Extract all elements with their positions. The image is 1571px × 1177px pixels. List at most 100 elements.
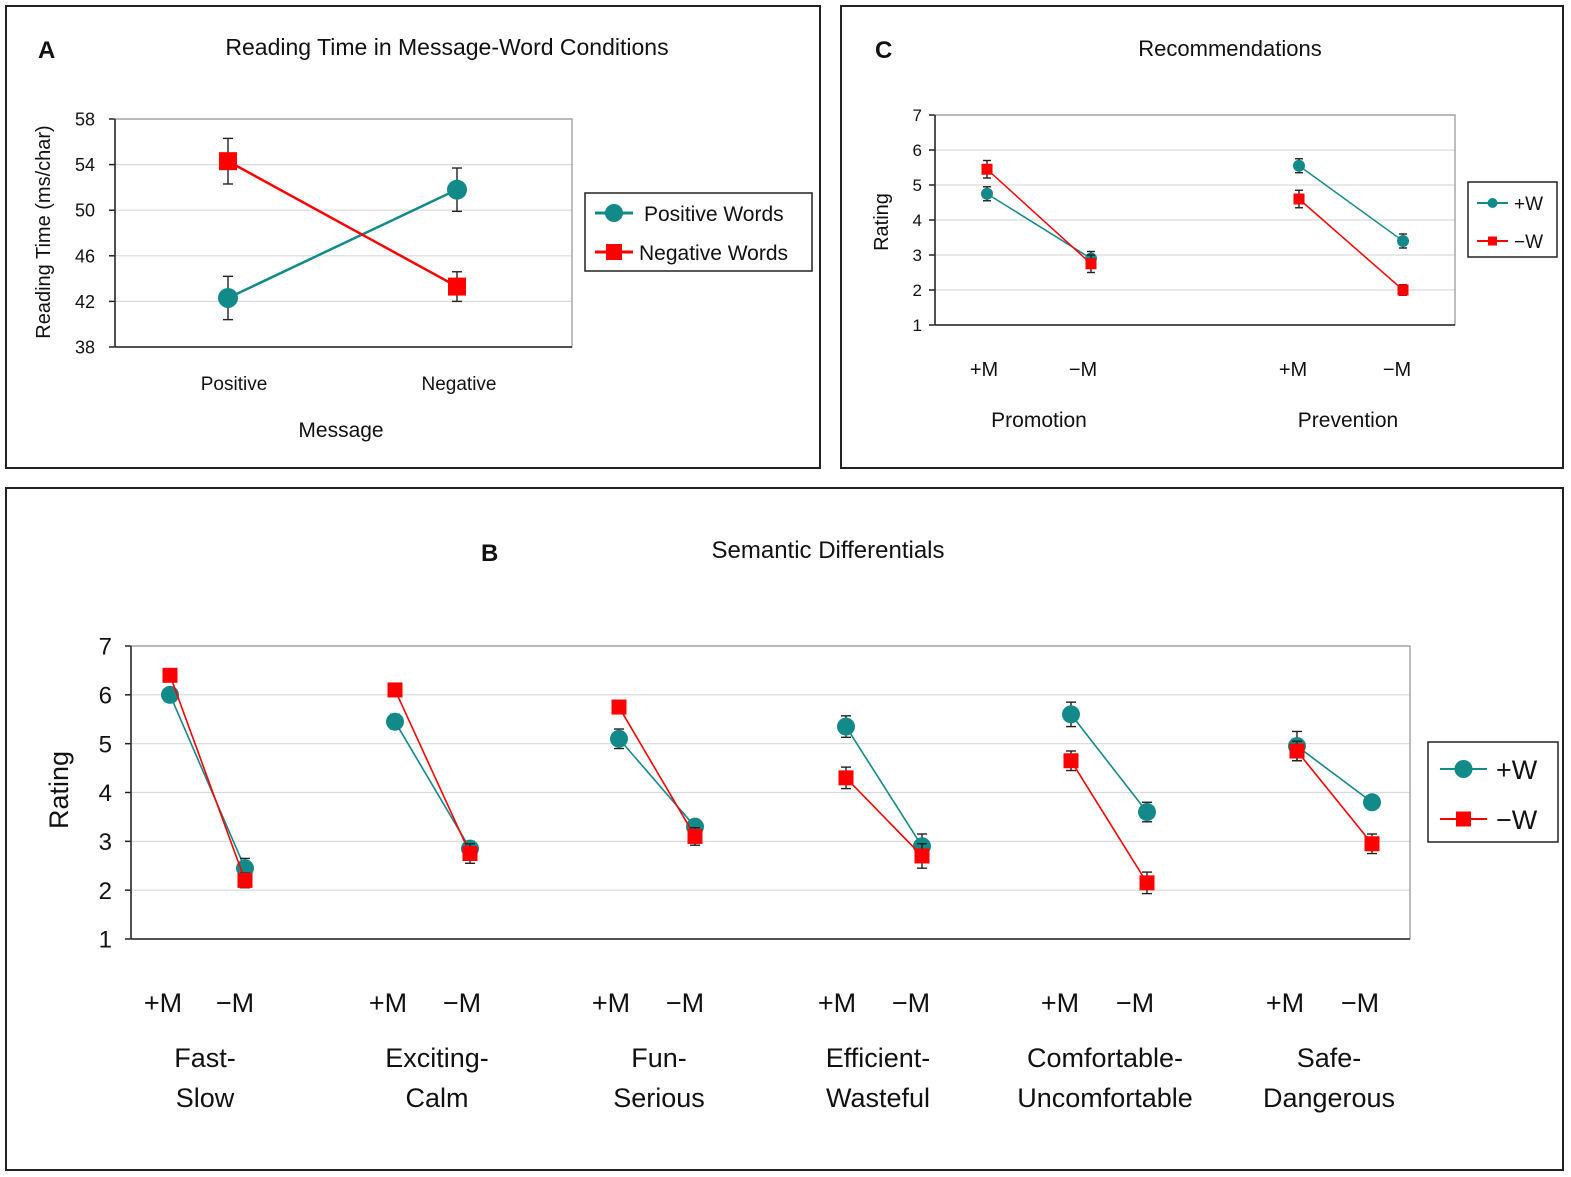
chart-b-group-label: Fast-: [174, 1043, 236, 1073]
chart-c-group-label: Promotion: [991, 409, 1087, 432]
chart-b-group-label: Serious: [613, 1083, 705, 1113]
chart-b-xtick: −M: [1341, 988, 1379, 1018]
chart-a-legend-label: Negative Words: [639, 242, 788, 265]
chart-b-legend: +W −W: [1427, 741, 1559, 843]
chart-b-point: [837, 717, 855, 736]
chart-b-xtick: −M: [216, 988, 254, 1018]
chart-c-ytick-label: 3: [913, 246, 922, 265]
chart-b-xtick: −M: [443, 988, 481, 1018]
panel-c: [840, 5, 1564, 469]
chart-a-legend-label: Positive Words: [644, 203, 784, 226]
chart-b-xtick: −M: [1116, 988, 1154, 1018]
chart-b-point: [1363, 793, 1381, 812]
chart-a-ytick-label: 38: [75, 337, 95, 357]
chart-b-group-label: Calm: [405, 1083, 468, 1113]
chart-b-series-line: [1070, 760, 1148, 884]
chart-b-series-line: [169, 694, 246, 869]
chart-b-xtick: +M: [592, 988, 630, 1018]
chart-c-point: [981, 163, 993, 175]
chart-c-ytick-label: 6: [913, 141, 922, 160]
chart-c-ytick-label: 5: [913, 176, 922, 195]
chart-b-series-line: [618, 738, 696, 828]
chart-c-point: [1397, 235, 1409, 247]
chart-b-legend-label: −W: [1496, 805, 1538, 835]
chart-c-group-label: Prevention: [1298, 409, 1398, 432]
chart-a-point: [447, 179, 467, 200]
chart-b-point: [1289, 743, 1305, 759]
chart-a-legend-box: [584, 192, 813, 272]
chart-b-group-label: Fun-: [631, 1043, 687, 1073]
chart-b-ytick-label: 1: [99, 927, 112, 954]
chart-c-point: [1293, 159, 1305, 172]
chart-a-ytick-label: 42: [75, 292, 95, 312]
chart-c: C Recommendations Rating +M −M +M −M Pro…: [871, 36, 1558, 432]
panel-letter-c: C: [875, 37, 892, 64]
chart-c-ytick-label: 4: [913, 211, 922, 230]
chart-c-legend-label: +W: [1514, 194, 1543, 215]
chart-b-xtick: −M: [892, 988, 930, 1018]
chart-a-series-line: [227, 188, 458, 300]
chart-a-point: [448, 277, 466, 296]
chart-c-point: [1397, 284, 1409, 296]
chart-b-series-line: [394, 689, 471, 854]
chart-b-series-line: [845, 777, 923, 857]
chart-b-ytick-label: 7: [99, 634, 112, 661]
chart-b-series-line: [1070, 713, 1148, 813]
chart-b-point: [161, 685, 179, 704]
chart-b-legend-marker: [1454, 760, 1473, 778]
chart-b-point: [162, 667, 178, 683]
chart-b-point: [1364, 836, 1380, 852]
chart-b-group-label: Comfortable-: [1027, 1043, 1183, 1073]
chart-b-series-line: [169, 675, 246, 881]
chart-a-series-line: [227, 160, 458, 288]
chart-marks: 38 42 46 50 54 58 1 2 3 4 5 6 7 1 2 3 4 5 6 7 +M −M +M −M +M −M +M…: [75, 106, 1508, 1113]
chart-b-xtick: +M: [144, 988, 182, 1018]
chart-b-legend-marker: [1456, 811, 1471, 827]
chart-c-xtick: −M: [1069, 359, 1097, 381]
chart-b-series-line: [845, 726, 923, 847]
chart-a-legend: Positive Words Negative Words: [584, 192, 813, 272]
panel-letter-a: A: [38, 37, 55, 64]
chart-a-xtick: Positive: [201, 374, 268, 395]
chart-a-title: Reading Time in Message-Word Conditions: [225, 34, 668, 60]
chart-a-plot-area: [114, 118, 573, 348]
chart-a-point: [219, 152, 237, 171]
chart-a: A Reading Time in Message-Word Condition…: [33, 34, 813, 442]
chart-c-series-line: [1298, 165, 1404, 242]
chart-b-xtick: +M: [818, 988, 856, 1018]
chart-b-point: [838, 770, 854, 786]
chart-a-ytick-label: 58: [75, 109, 95, 129]
chart-b-series-line: [1296, 745, 1373, 803]
chart-c-xtick: −M: [1383, 359, 1411, 381]
chart-c-ylabel: Rating: [871, 193, 893, 251]
chart-c-legend: +W −W: [1467, 181, 1558, 258]
chart-b-point: [1139, 875, 1155, 891]
chart-b-point: [1062, 705, 1080, 724]
chart-a-point: [218, 287, 238, 308]
chart-c-title: Recommendations: [1138, 36, 1321, 61]
panel-letter-b: B: [481, 540, 498, 567]
chart-c-legend-box: [1467, 181, 1558, 258]
chart-a-ytick-label: 50: [75, 201, 95, 221]
chart-b-ytick-label: 4: [99, 780, 112, 807]
chart-b-ytick-label: 2: [99, 878, 112, 905]
chart-b-ytick-label: 6: [99, 682, 112, 709]
chart-b-point: [237, 872, 253, 888]
chart-b-point: [610, 729, 628, 748]
chart-b-point: [611, 699, 627, 715]
panel-b: [5, 487, 1564, 1171]
chart-a-legend-marker: [606, 244, 622, 260]
chart-b-group-label: Wasteful: [826, 1083, 930, 1113]
chart-c-xtick: +M: [1279, 359, 1307, 381]
chart-a-ylabel: Reading Time (ms/char): [33, 125, 55, 338]
chart-b-point: [1138, 803, 1156, 822]
chart-b-xtick: +M: [369, 988, 407, 1018]
chart-c-series-line: [986, 168, 1092, 265]
chart-b-point: [914, 848, 930, 864]
chart-c-series-line: [1298, 198, 1404, 291]
chart-c-legend-marker: [1488, 236, 1497, 246]
chart-c-legend-marker: [1487, 198, 1498, 208]
chart-a-ytick-label: 46: [75, 246, 95, 266]
chart-b-series-line: [618, 706, 696, 837]
